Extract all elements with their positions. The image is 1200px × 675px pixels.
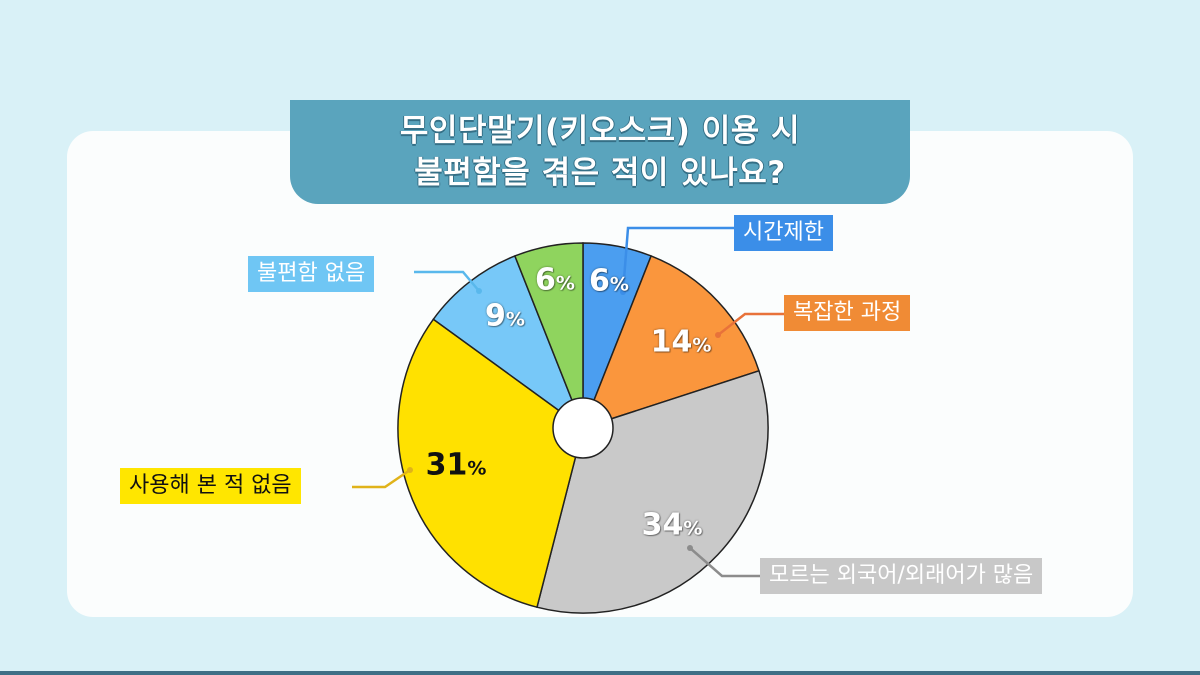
legend-label-complex-process: 복잡한 과정 [784,295,911,331]
legend-label-no-inconvenience: 불편함 없음 [248,256,375,292]
percent-symbol: % [467,457,487,480]
title-banner: 무인단말기(키오스크) 이용 시 불편함을 겪은 적이 있나요? [290,100,910,204]
pie-slices [397,242,769,614]
leader-dot-time [620,289,626,295]
leader-dot-none [476,288,482,294]
percent-value: 14 [650,324,693,360]
legend-label-foreign-words: 모르는 외국어/외래어가 많음 [760,558,1043,594]
percent-symbol: % [609,273,629,296]
leader-line-complex [717,312,786,336]
title-line-2: 불편함을 겪은 적이 있나요? [414,155,786,191]
title-line-1: 무인단말기(키오스크) 이용 시 [399,113,801,149]
percent-label-never-used: 31% [426,448,487,483]
percent-symbol: % [505,308,525,331]
percent-label-complex-process: 14% [651,325,712,360]
legend-label-time-limit: 시간제한 [734,215,833,251]
percent-label-no-inconvenience: 9% [485,299,525,334]
percent-label-time-limit: 6% [589,264,629,299]
bottom-stripe [0,671,1200,675]
leader-dot-complex [715,332,721,338]
leader-dot-never [407,467,413,473]
leader-line-none [414,270,480,292]
pie-slice-4 [432,255,585,431]
percent-value: 31 [425,447,468,483]
percent-label-foreign-words: 34% [642,508,703,543]
leader-line-time [621,226,736,293]
legend-label-never-used: 사용해 본 적 없음 [120,468,301,504]
pie-slice-3 [397,318,584,609]
pie-center-hole [552,397,614,459]
percent-symbol: % [555,272,575,295]
percent-value: 9 [485,298,506,334]
percent-symbol: % [683,517,703,540]
pie-slice-5 [513,242,584,429]
percent-label-green-slice: 6% [535,263,575,298]
percent-value: 6 [589,263,610,299]
percent-symbol: % [692,334,712,357]
leader-line-never [352,468,411,489]
percent-value: 6 [535,262,556,298]
percent-value: 34 [641,507,684,543]
leader-dot-foreign [687,545,693,551]
leader-line-foreign [689,547,762,578]
